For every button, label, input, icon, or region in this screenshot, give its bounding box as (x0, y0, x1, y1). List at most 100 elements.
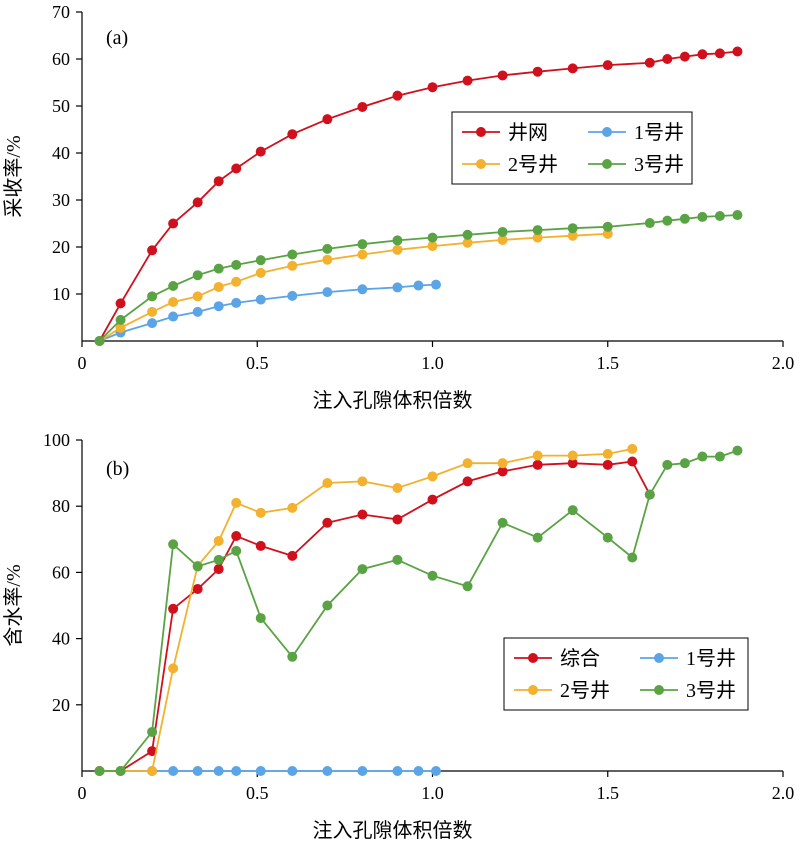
data-point (427, 494, 438, 505)
y-tick-label: 10 (52, 284, 70, 304)
y-tick-label: 100 (43, 430, 70, 450)
data-point (427, 570, 438, 581)
x-axis-title: 注入孔隙体积倍数 (313, 389, 473, 412)
legend-swatch-marker (602, 127, 612, 137)
series-3号井 (94, 445, 743, 776)
data-point (322, 243, 333, 254)
x-tick-label: 1.5 (597, 353, 620, 373)
data-point (497, 226, 508, 237)
data-point (213, 535, 224, 546)
data-point (213, 281, 224, 292)
data-point (192, 306, 203, 317)
data-point (213, 263, 224, 274)
data-point (532, 459, 543, 470)
legend-swatch-marker (476, 127, 486, 137)
data-point (532, 532, 543, 543)
y-tick-label: 80 (52, 496, 70, 516)
y-tick-label: 40 (52, 143, 70, 163)
data-point (357, 564, 368, 575)
y-tick-label: 50 (52, 96, 70, 116)
legend: 综合 1号井 2号井 3号井 (503, 637, 749, 711)
data-point (602, 228, 613, 239)
data-point (714, 451, 725, 462)
data-point (147, 766, 158, 776)
data-point (357, 509, 368, 520)
data-point (427, 82, 438, 93)
data-point (213, 766, 224, 776)
data-point (602, 448, 613, 459)
data-point (213, 176, 224, 187)
chart-panel-a: 0 0.5 1.0 1.5 2.0 10 20 30 40 50 60 70 注入孔隙体积倍数 采收率/%… (2, 2, 794, 412)
data-point (567, 230, 578, 241)
data-point (392, 766, 403, 776)
data-point (644, 57, 655, 68)
data-point (497, 70, 508, 81)
y-axis-title: 采收率/% (2, 135, 25, 217)
data-point (287, 550, 298, 561)
data-point (147, 306, 158, 317)
data-point (255, 255, 266, 266)
data-point (697, 211, 708, 222)
series-1号井 (94, 279, 442, 346)
data-point (662, 54, 673, 64)
data-point (462, 458, 473, 469)
data-point (168, 766, 179, 776)
data-point (644, 218, 655, 229)
data-point (322, 517, 333, 528)
y-axis-title: 含水率/% (2, 564, 25, 646)
data-point (602, 60, 613, 71)
data-point (627, 443, 638, 454)
data-point (392, 514, 403, 525)
legend-box (451, 111, 693, 185)
data-point (462, 229, 473, 240)
chart-panel-b: 0 0.5 1.0 1.5 2.0 20 40 60 80 100 注入孔隙体积倍数 含水率/% (b)… (2, 430, 794, 842)
panel-label: (b) (106, 458, 129, 480)
data-point (255, 267, 266, 278)
y-tick-label: 20 (52, 237, 70, 257)
data-point (462, 75, 473, 86)
data-point (94, 766, 105, 776)
data-point (602, 459, 613, 470)
x-tick-label: 0.5 (246, 783, 269, 803)
data-point (357, 476, 368, 487)
legend-swatch-marker (476, 159, 486, 169)
y-tick-label: 20 (52, 695, 70, 715)
data-point (255, 613, 266, 624)
data-point (287, 651, 298, 662)
series-line (99, 460, 651, 772)
data-point (462, 237, 473, 248)
x-tick-label: 1.0 (421, 353, 444, 373)
data-point (255, 766, 266, 776)
data-point (431, 279, 442, 290)
legend-box (503, 637, 749, 711)
data-point (392, 282, 403, 293)
data-point (322, 478, 333, 489)
data-point (168, 603, 179, 614)
data-point (231, 530, 242, 541)
data-point (627, 552, 638, 563)
data-point (255, 507, 266, 518)
data-point (192, 766, 203, 776)
data-point (231, 163, 242, 174)
data-point (567, 63, 578, 74)
data-point (213, 564, 224, 575)
data-point (497, 458, 508, 469)
data-point (192, 561, 203, 572)
data-point (567, 458, 578, 469)
series-2号井 (94, 443, 638, 776)
data-point (627, 456, 638, 467)
data-point (147, 318, 158, 329)
data-point (94, 336, 105, 346)
data-point (532, 225, 543, 236)
data-point (697, 451, 708, 462)
data-point (255, 540, 266, 551)
data-point (357, 284, 368, 295)
series-3号井 (94, 210, 743, 346)
legend-label: 综合 (560, 647, 600, 670)
data-point (679, 51, 690, 62)
y-tick-label: 30 (52, 190, 70, 210)
data-point (287, 290, 298, 301)
data-point (532, 232, 543, 243)
